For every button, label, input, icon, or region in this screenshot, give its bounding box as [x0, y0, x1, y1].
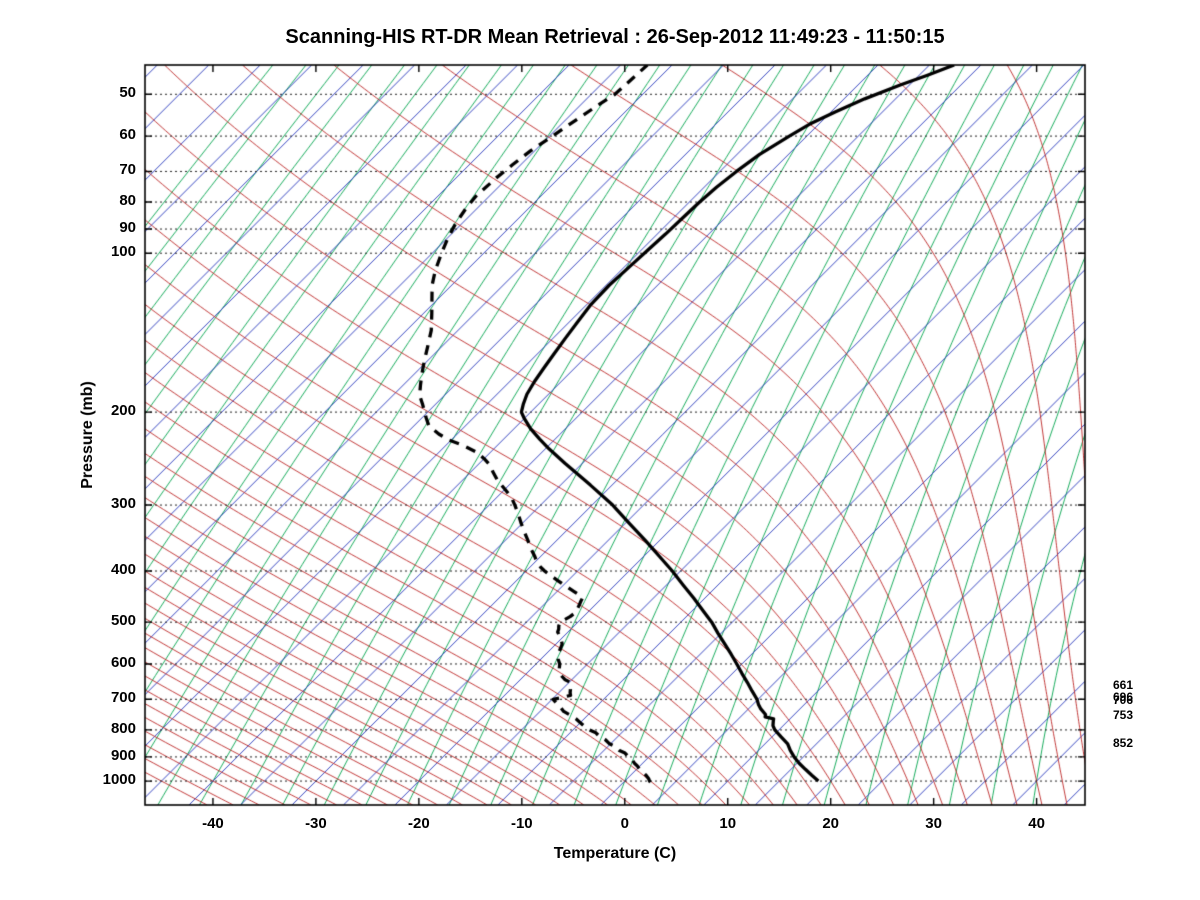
y-tick-label: 60 — [119, 126, 136, 144]
y-tick-label: 100 — [110, 243, 136, 261]
x-axis-label: Temperature (C) — [553, 845, 677, 862]
chart-title: Scanning-HIS RT-DR Mean Retrieval : 26-S… — [285, 26, 945, 48]
y-tick-label: 900 — [110, 746, 136, 764]
right-pressure-label: 706 — [1113, 693, 1134, 708]
x-tick-label: -10 — [510, 815, 533, 832]
x-tick-label: -40 — [202, 815, 224, 832]
y-tick-label: 700 — [110, 689, 136, 707]
right-pressure-label: 852 — [1113, 736, 1134, 751]
y-tick-label: 200 — [110, 402, 136, 420]
x-tick-label: 0 — [620, 815, 629, 832]
x-tick-label: 30 — [925, 815, 942, 832]
x-tick-label: -20 — [408, 815, 430, 832]
y-tick-label: 50 — [119, 84, 136, 102]
y-tick-label: 80 — [119, 192, 136, 210]
x-tick-label: -30 — [305, 815, 327, 832]
y-tick-label: 1000 — [102, 771, 136, 789]
x-tick-label: 10 — [719, 815, 737, 832]
y-axis-label: Pressure (mb) — [79, 381, 96, 489]
y-tick-label: 600 — [110, 653, 136, 671]
x-tick-label: 40 — [1028, 815, 1045, 832]
y-tick-label: 300 — [110, 495, 136, 513]
right-pressure-label: 696 — [1113, 689, 1134, 704]
y-tick-label: 400 — [110, 561, 136, 579]
x-tick-label: 20 — [822, 815, 840, 832]
y-tick-label: 800 — [110, 719, 136, 737]
y-tick-label: 90 — [119, 219, 136, 237]
right-pressure-label: 753 — [1113, 708, 1134, 723]
right-pressure-label: 661 — [1113, 678, 1134, 693]
y-tick-label: 500 — [110, 612, 136, 630]
y-tick-label: 70 — [119, 161, 136, 179]
